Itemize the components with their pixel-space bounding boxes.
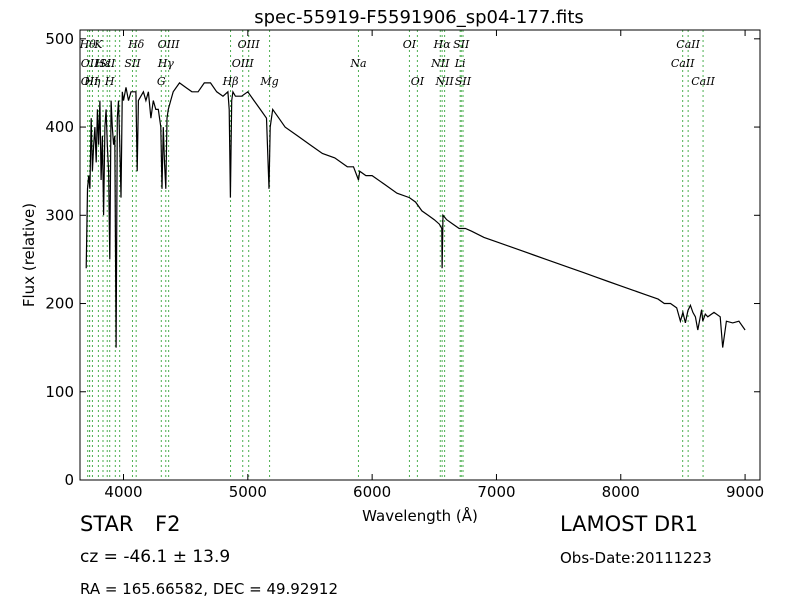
spectral-line-label: K <box>93 38 103 51</box>
x-tick-label: 5000 <box>229 483 267 501</box>
spectral-line-label: G <box>157 75 166 88</box>
chart-title: spec-55919-F5591906_sp04-177.fits <box>254 7 584 28</box>
spectral-line-label: Hη <box>83 75 101 88</box>
spectral-line-label: Mg <box>259 75 278 88</box>
plot-frame <box>79 29 761 481</box>
y-tick-label: 200 <box>45 295 74 313</box>
spectral-line-markers <box>87 30 704 480</box>
spectral-line-label: SII <box>453 38 470 51</box>
spectral-line-label: Hδ <box>127 38 145 51</box>
x-tick-label: 7000 <box>477 483 515 501</box>
spectral-line-label: OIII <box>158 38 181 51</box>
spectral-line-label: Na <box>349 57 366 70</box>
y-tick-label: 300 <box>45 206 74 224</box>
spectral-line-label: NII <box>434 75 454 88</box>
y-tick-label: 100 <box>45 383 74 401</box>
x-tick-label: 4000 <box>104 483 142 501</box>
y-tick-label: 0 <box>64 471 74 489</box>
spectral-line-label: Hε <box>94 57 111 70</box>
y-axis-ticks: 0 100 200 300 400 500 <box>45 30 760 489</box>
object-class: F2 <box>155 512 181 536</box>
spectral-line-label: OII <box>81 57 99 70</box>
spectral-line-label: Hβ <box>222 75 239 88</box>
spectral-line-label: SII <box>124 57 141 70</box>
spectral-line-label: Hα <box>433 38 452 51</box>
spectral-line-label: H <box>104 75 115 88</box>
spectral-line-label: OIII <box>238 38 261 51</box>
spectral-line-label: Li <box>454 57 466 70</box>
spectral-line-label: Hθ <box>79 38 97 51</box>
survey-name: LAMOST DR1 <box>560 512 699 536</box>
object-type: STAR <box>80 512 134 536</box>
spectral-line-label: OIII <box>232 57 255 70</box>
spectrum-line <box>85 82 746 348</box>
y-axis-label: Flux (relative) <box>20 203 38 307</box>
spectral-line-label: CaII <box>691 75 715 88</box>
y-tick-label: 400 <box>45 118 74 136</box>
spectral-line-label: SII <box>455 75 472 88</box>
observation-date: Obs-Date:20111223 <box>560 549 712 567</box>
redshift-cz: cz = -46.1 ± 13.9 <box>80 547 231 567</box>
spectral-line-label: OII <box>81 75 99 88</box>
spectral-line-label: Hγ <box>157 57 175 70</box>
spectral-line-label: CaII <box>671 57 695 70</box>
spectral-line-label: OI <box>403 38 417 51</box>
spectral-line-label: NII <box>430 57 450 70</box>
y-tick-label: 500 <box>45 30 74 48</box>
x-axis-label: Wavelength (Å) <box>362 506 478 525</box>
x-tick-label: 6000 <box>353 483 391 501</box>
x-tick-label: 9000 <box>726 483 764 501</box>
ra-dec-coordinates: RA = 165.66582, DEC = 49.92912 <box>80 580 339 598</box>
spectral-line-label: SII <box>99 57 116 70</box>
spectral-line-label: CaII <box>676 38 700 51</box>
x-tick-label: 8000 <box>602 483 640 501</box>
x-axis-ticks: 4000 5000 6000 7000 8000 9000 <box>104 30 764 501</box>
spectral-line-label: OI <box>411 75 425 88</box>
